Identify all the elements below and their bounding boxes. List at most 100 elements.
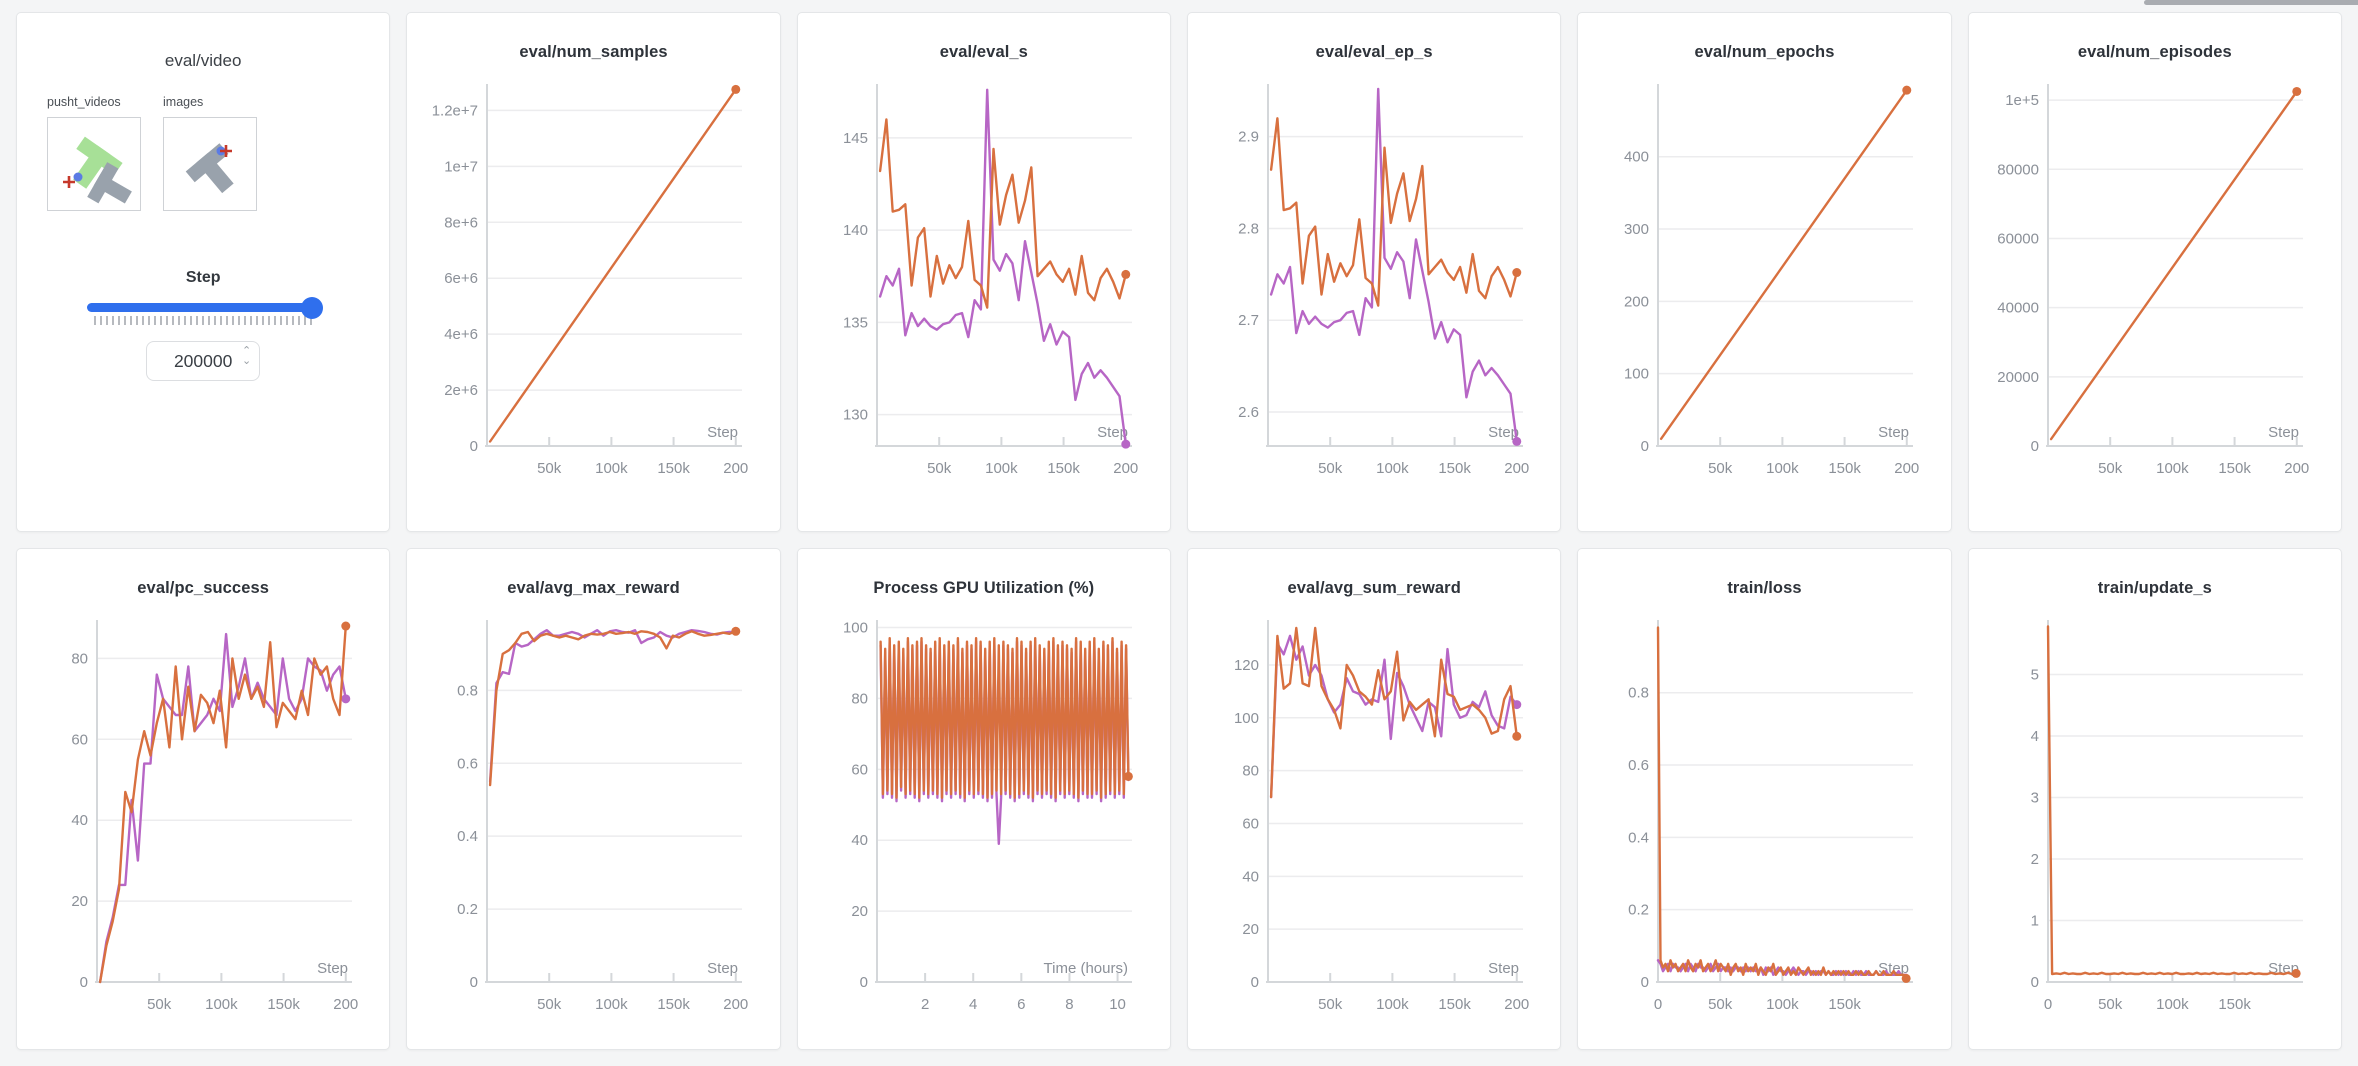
- pusht-scene-drawing: [63, 136, 132, 204]
- svg-text:20000: 20000: [1998, 369, 2040, 386]
- svg-text:135: 135: [843, 314, 868, 331]
- svg-text:50k: 50k: [1318, 996, 1343, 1013]
- step-slider[interactable]: [87, 296, 324, 319]
- line-chart[interactable]: 0 20 40 60 80 100 120 50k 100k 150k 200 Step: [1204, 612, 1545, 1034]
- svg-text:Step: Step: [707, 424, 738, 441]
- line-chart[interactable]: 130 135 140 145 50k 100k 150k 200 Step: [813, 76, 1154, 498]
- svg-text:Step: Step: [2268, 424, 2299, 441]
- step-slider-thumb[interactable]: [301, 296, 324, 319]
- svg-text:40000: 40000: [1998, 300, 2040, 317]
- svg-text:10: 10: [1110, 996, 1127, 1013]
- svg-text:50k: 50k: [537, 460, 562, 477]
- chart-panel-train-loss: train/loss 0 0.2 0.4 0.6 0.8 0 50k 100k 150k Step: [1577, 548, 1952, 1050]
- svg-text:200: 200: [723, 996, 748, 1013]
- svg-text:2e+6: 2e+6: [444, 382, 478, 399]
- chart-title: eval/avg_sum_reward: [1287, 579, 1461, 597]
- svg-text:6: 6: [1017, 996, 1025, 1013]
- svg-text:100: 100: [1624, 366, 1649, 383]
- svg-text:6e+6: 6e+6: [444, 270, 478, 287]
- svg-text:50k: 50k: [537, 996, 562, 1013]
- images-thumbnail[interactable]: [163, 117, 257, 211]
- svg-text:0.8: 0.8: [1628, 685, 1649, 702]
- chart-panel-gpu-utilization: Process GPU Utilization (%) 0 20 40 60 80 100…: [796, 548, 1171, 1050]
- media-thumbnails: pusht_videos: [47, 95, 389, 211]
- svg-text:0: 0: [2031, 438, 2039, 455]
- svg-text:60: 60: [1242, 815, 1259, 832]
- images-block: images: [163, 95, 257, 211]
- chart-panel-eval-num-epochs: eval/num_epochs 0 100 200 300 400 50k 100k 150k…: [1577, 12, 1952, 532]
- svg-text:4: 4: [2031, 728, 2039, 745]
- line-chart[interactable]: 0 20 40 60 80 50k 100k 150k 200 Step: [33, 612, 374, 1034]
- svg-text:8e+6: 8e+6: [444, 214, 478, 231]
- pusht-videos-label: pusht_videos: [47, 95, 121, 109]
- svg-text:300: 300: [1624, 221, 1649, 238]
- panel-eval-video: eval/video pusht_videos: [16, 12, 391, 532]
- step-input[interactable]: [168, 350, 239, 372]
- svg-text:100: 100: [1234, 710, 1259, 727]
- svg-text:5: 5: [2031, 666, 2039, 683]
- svg-text:400: 400: [1624, 149, 1649, 166]
- chart-title: eval/num_samples: [519, 43, 668, 61]
- svg-text:50k: 50k: [147, 996, 172, 1013]
- images-scene-drawing: [185, 143, 234, 194]
- chart-title: train/loss: [1727, 579, 1802, 597]
- svg-text:150k: 150k: [1438, 460, 1471, 477]
- svg-text:Step: Step: [317, 960, 348, 977]
- svg-text:50k: 50k: [1708, 996, 1733, 1013]
- line-chart[interactable]: 2.6 2.7 2.8 2.9 50k 100k 150k 200 Step: [1204, 76, 1545, 498]
- svg-text:0: 0: [79, 974, 87, 991]
- svg-text:100k: 100k: [1376, 460, 1409, 477]
- svg-text:100k: 100k: [1766, 996, 1799, 1013]
- chart-panel-eval-num-episodes: eval/num_episodes 0 20000 40000 60000 80000 1…: [1967, 12, 2342, 532]
- line-chart[interactable]: 0 100 200 300 400 50k 100k 150k 200 Step: [1594, 76, 1935, 498]
- horizontal-scrollbar-thumb[interactable]: [2144, 0, 2358, 5]
- chart-panel-eval-avg-sum-reward: eval/avg_sum_reward 0 20 40 60 80 100 120 50k 10…: [1187, 548, 1562, 1050]
- stepper-up-icon[interactable]: ⌃: [241, 345, 252, 357]
- svg-text:100k: 100k: [1766, 460, 1799, 477]
- svg-text:200: 200: [723, 460, 748, 477]
- step-slider-section: Step ⌃ ⌄: [17, 269, 389, 381]
- line-chart[interactable]: 0 20000 40000 60000 80000 1e+5 50k 100k 150k 200 S…: [1984, 76, 2325, 498]
- goal-cross-icon: [63, 176, 75, 188]
- svg-text:Step: Step: [1488, 960, 1519, 977]
- svg-text:Step: Step: [1488, 424, 1519, 441]
- svg-text:100k: 100k: [595, 996, 628, 1013]
- svg-text:40: 40: [1242, 868, 1259, 885]
- svg-text:20: 20: [71, 893, 88, 910]
- line-chart[interactable]: 0 2e+6 4e+6 6e+6 8e+6 1e+7 1.2e+7 50k 100k 150k 20…: [423, 76, 764, 498]
- step-stepper[interactable]: ⌃ ⌄: [241, 345, 252, 367]
- svg-text:0.6: 0.6: [1628, 757, 1649, 774]
- line-chart[interactable]: 0 0.2 0.4 0.6 0.8 50k 100k 150k 200 Step: [423, 612, 764, 1034]
- svg-text:130: 130: [843, 407, 868, 424]
- svg-text:80: 80: [1242, 763, 1259, 780]
- svg-text:100k: 100k: [2156, 996, 2189, 1013]
- svg-text:145: 145: [843, 130, 868, 147]
- step-slider-ticks: [94, 316, 313, 325]
- pusht-video-thumbnail[interactable]: [47, 117, 141, 211]
- svg-text:100k: 100k: [595, 460, 628, 477]
- svg-text:Time (hours): Time (hours): [1044, 960, 1128, 977]
- svg-text:0: 0: [1641, 438, 1649, 455]
- svg-text:0: 0: [2031, 974, 2039, 991]
- line-chart[interactable]: 0 20 40 60 80 100 2 4 6 8 10 Time (hours): [813, 612, 1154, 1034]
- svg-text:150k: 150k: [1828, 460, 1861, 477]
- svg-text:50k: 50k: [2098, 460, 2123, 477]
- svg-text:100k: 100k: [985, 460, 1018, 477]
- svg-text:100k: 100k: [1376, 996, 1409, 1013]
- svg-text:0: 0: [2044, 996, 2052, 1013]
- svg-text:200: 200: [1624, 293, 1649, 310]
- svg-text:20: 20: [1242, 921, 1259, 938]
- svg-text:8: 8: [1066, 996, 1074, 1013]
- svg-text:0: 0: [860, 974, 868, 991]
- svg-text:1e+7: 1e+7: [444, 158, 478, 175]
- chart-panel-eval-num-samples: eval/num_samples 0 2e+6 4e+6 6e+6 8e+6 1e+7 1.…: [406, 12, 781, 532]
- stepper-down-icon[interactable]: ⌄: [241, 355, 252, 367]
- svg-text:Step: Step: [1878, 424, 1909, 441]
- svg-text:150k: 150k: [267, 996, 300, 1013]
- svg-text:50k: 50k: [927, 460, 952, 477]
- goal-cross-icon: [220, 145, 232, 157]
- svg-text:0.4: 0.4: [457, 828, 478, 845]
